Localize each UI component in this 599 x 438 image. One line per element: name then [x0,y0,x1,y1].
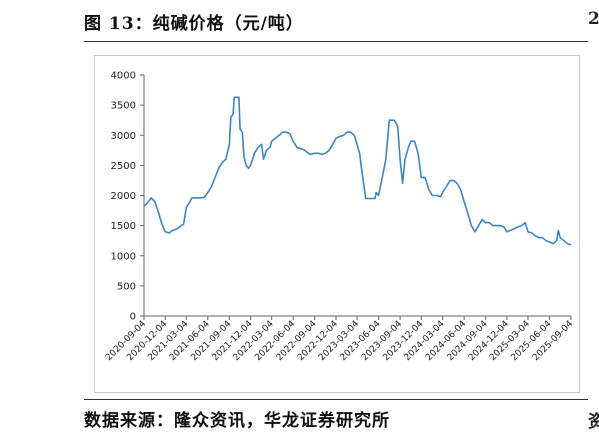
y-tick-label: 1000 [111,251,136,262]
y-tick-label: 0 [130,312,136,323]
y-tick-label: 3500 [111,101,136,112]
y-tick-label: 500 [117,281,136,292]
data-source-note: 数据来源：隆众资讯，华龙证券研究所 [84,411,390,431]
series-line [143,96,572,246]
top-rule [84,41,588,42]
bottom-rule [84,399,588,400]
y-tick-label: 3000 [111,131,136,142]
y-tick-label: 1500 [111,221,136,232]
clipped-edge-text-bottom: 资 [588,412,599,432]
price-line-chart: 050010001500200025003000350040002020-09-… [104,71,575,364]
clipped-edge-text-top: 2 [588,9,599,29]
y-tick-label: 4000 [111,71,136,82]
y-tick-label: 2500 [111,161,136,172]
chart-frame [94,55,580,393]
y-tick-label: 2000 [111,191,136,202]
figure-title: 图 13：纯碱价格（元/吨） [84,14,304,34]
